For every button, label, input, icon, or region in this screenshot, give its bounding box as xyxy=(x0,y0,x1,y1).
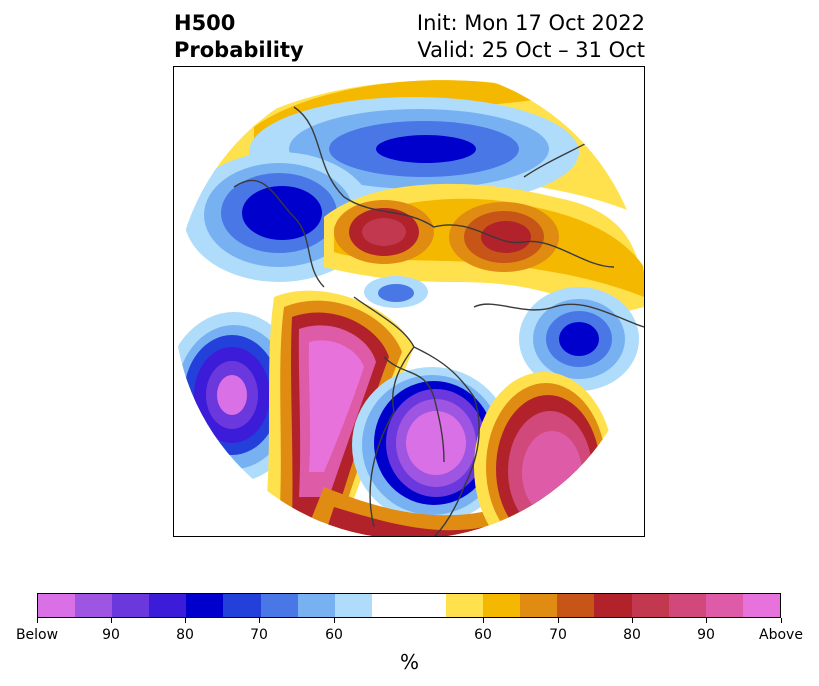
tick-mark xyxy=(706,618,707,623)
tick-label: 60 xyxy=(474,627,492,643)
tick-label: Below xyxy=(15,627,59,643)
colorbar-cell xyxy=(186,594,224,617)
tick-label: 90 xyxy=(102,627,120,643)
colorbar-cell xyxy=(297,594,335,617)
title-variable: H500 xyxy=(174,11,236,35)
probability-field xyxy=(174,67,644,536)
colorbar-unit-label: % xyxy=(399,650,419,674)
plot-title-right: Init: Mon 17 Oct 2022 Valid: 25 Oct – 31… xyxy=(417,10,645,64)
plot-title-left: H500 Probability xyxy=(174,10,304,64)
tick-mark xyxy=(111,618,112,623)
tick-mark xyxy=(334,618,335,623)
colorbar-cell xyxy=(483,594,521,617)
colorbar-cell xyxy=(594,594,632,617)
tick-mark xyxy=(632,618,633,623)
tick-label: 70 xyxy=(549,627,567,643)
colorbar-cell xyxy=(38,594,76,617)
tick-label: Above xyxy=(759,627,803,643)
colorbar-cell xyxy=(557,594,595,617)
colorbar-cell xyxy=(668,594,706,617)
tick-label: 90 xyxy=(697,627,715,643)
tick-label: 80 xyxy=(176,627,194,643)
colorbar-cell xyxy=(371,594,409,617)
anomaly-positive-south xyxy=(304,487,504,536)
colorbar-cell xyxy=(149,594,187,617)
probability-map xyxy=(174,67,644,536)
tick-mark xyxy=(781,618,782,623)
colorbar-cell xyxy=(705,594,743,617)
tick-label: 80 xyxy=(623,627,641,643)
tick-label: 60 xyxy=(325,627,343,643)
tick-mark xyxy=(259,618,260,623)
colorbar-cell xyxy=(520,594,558,617)
valid-range: Valid: 25 Oct – 31 Oct xyxy=(417,38,645,62)
colorbar-cell xyxy=(408,594,447,617)
tick-mark xyxy=(37,618,38,623)
tick-label: 70 xyxy=(250,627,268,643)
colorbar xyxy=(37,593,781,618)
anomaly-negative-pole xyxy=(364,276,428,308)
tick-mark xyxy=(483,618,484,623)
colorbar-cell xyxy=(742,594,780,617)
colorbar-cell xyxy=(631,594,669,617)
colorbar-cell xyxy=(112,594,150,617)
init-date: Init: Mon 17 Oct 2022 xyxy=(416,11,645,35)
anomaly-negative-east-na xyxy=(352,367,512,523)
colorbar-ticks: Below 90 80 70 60 60 70 80 90 Above xyxy=(16,618,803,648)
colorbar-cell xyxy=(446,594,484,617)
anomaly-positive-west-na xyxy=(264,290,414,527)
tick-mark xyxy=(185,618,186,623)
colorbar-cell xyxy=(334,594,372,617)
map-panel xyxy=(173,66,645,537)
tick-mark xyxy=(558,618,559,623)
colorbar-cell xyxy=(223,594,261,617)
title-quantity: Probability xyxy=(174,38,304,62)
colorbar-cell xyxy=(75,594,113,617)
colorbar-cell xyxy=(260,594,298,617)
